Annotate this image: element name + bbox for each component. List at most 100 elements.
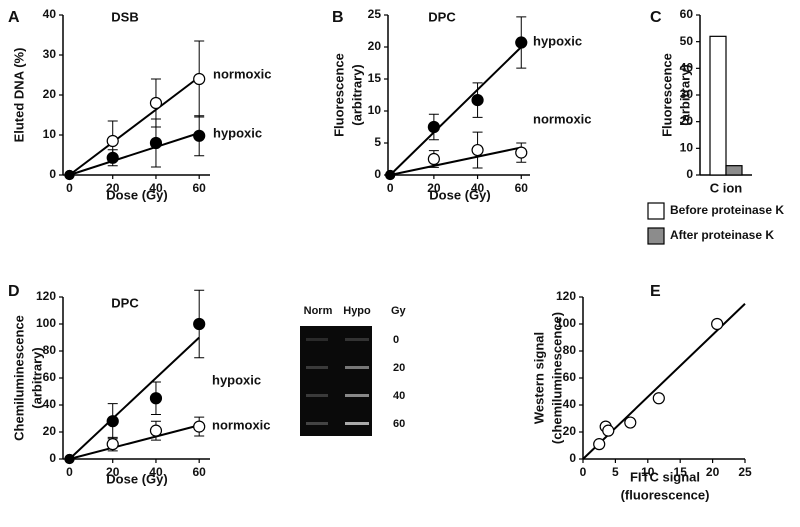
data-point [64,169,75,181]
data-point [193,317,206,331]
legend-swatch [647,202,665,220]
y-axis-label: Fluorescence [331,53,346,137]
y-tick-label: 10 [680,141,694,155]
fit-line [389,46,522,176]
data-point [149,96,163,110]
data-point [149,424,163,437]
y-axis-label: Eluted DNA (%) [11,48,26,143]
x-tick-label: 60 [193,465,207,479]
bar [709,35,727,176]
series-label: hypoxic [213,125,262,140]
data-point [471,94,484,107]
x-axis-label: FITC signal [630,469,700,484]
data-point [427,120,440,134]
y-tick-label: 40 [563,397,577,411]
series-label: hypoxic [212,372,261,387]
data-point [193,72,206,86]
series-label: normoxic [533,111,592,126]
chart-title: DPC [111,295,139,310]
y-axis-label: Chemiluminescence [11,315,26,441]
y-tick-label: 20 [43,424,57,438]
panel-label: B [332,9,344,26]
y-tick-label: 25 [368,7,382,21]
data-point [515,36,528,49]
x-tick-label: 40 [471,181,485,195]
gel-band [345,338,369,341]
x-axis-label: Dose (Gy) [106,471,167,486]
y-tick-label: 5 [374,135,381,149]
y-tick-label: 40 [680,61,694,75]
gel-lane-label: Hypo [343,305,371,317]
data-point [385,169,396,181]
y-tick-label: 120 [36,289,56,303]
y-tick-label: 15 [368,71,382,85]
y-tick-label: 30 [680,87,694,101]
y-axis-label: Western signal [531,332,546,424]
data-point [602,424,615,437]
y-axis-label: (chemiluminescence) [549,312,564,444]
y-tick-label: 40 [43,397,57,411]
data-point [106,134,119,148]
series-label: hypoxic [533,33,582,48]
y-tick-label: 10 [368,103,382,117]
legend-swatch [647,227,665,245]
x-axis-label: Dose (Gy) [429,187,490,202]
y-tick-label: 20 [368,39,382,53]
y-tick-label: 30 [43,47,57,61]
x-tick-label: 25 [738,465,752,479]
y-tick-label: 40 [43,7,57,21]
y-tick-label: 10 [43,127,57,141]
gel-band [306,394,328,397]
gel-band [345,394,369,397]
data-point [149,136,163,150]
data-point [193,129,206,142]
x-tick-label: 15 [674,465,688,479]
legend-label: After proteinase K [670,228,774,242]
x-tick-label: 0 [66,465,73,479]
y-tick-label: 0 [49,167,56,181]
gel-background [300,326,372,436]
y-tick-label: 60 [680,7,694,21]
x-tick-label: 40 [149,181,163,195]
data-point [515,146,528,159]
y-tick-label: 60 [563,370,577,384]
data-point [106,415,119,428]
y-tick-label: 120 [556,289,576,303]
bar [725,165,743,176]
gel-dose: 40 [393,390,405,402]
data-point [64,453,75,465]
gel-band [345,366,369,369]
x-axis-label: Dose (Gy) [106,187,167,202]
y-axis-label: Fluorescence [659,53,674,137]
chart-title: DPC [428,9,456,24]
y-tick-label: 100 [556,316,576,330]
data-point [471,143,484,157]
series-label: normoxic [213,66,272,81]
x-tick-label: 20 [706,465,720,479]
y-tick-label: 80 [563,343,577,357]
y-tick-label: 0 [49,451,56,465]
x-tick-label: 60 [515,181,529,195]
x-tick-label: 20 [106,465,120,479]
x-tick-label: 20 [427,181,441,195]
y-tick-label: 80 [43,343,57,357]
fit-line [68,76,200,176]
panel-label: D [8,283,20,300]
data-point [149,392,163,405]
gel-band [345,422,369,425]
gel-unit: Gy [391,305,407,317]
x-tick-label: 60 [193,181,207,195]
panel-label: C [650,9,662,26]
gel-dose: 0 [393,334,399,346]
panel-label: E [650,283,661,300]
x-tick-label: 20 [106,181,120,195]
x-tick-label: 5 [612,465,619,479]
gel-image: Norm Hypo Gy 0 20 40 60 [300,305,407,436]
y-tick-label: 0 [569,451,576,465]
fit-line [69,424,200,460]
data-point [106,438,119,451]
data-point [193,420,206,433]
y-tick-label: 20 [563,424,577,438]
gel-band [306,366,328,369]
